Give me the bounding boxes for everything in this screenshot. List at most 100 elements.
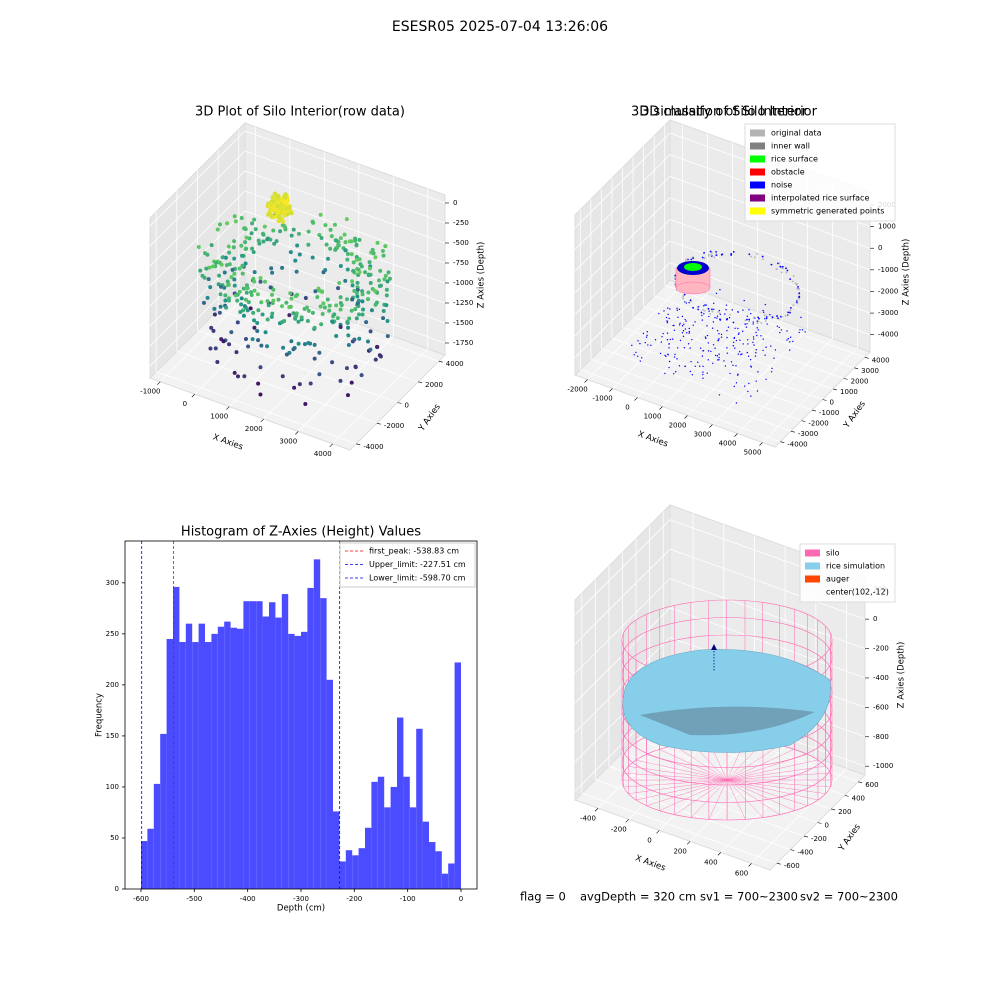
point (229, 330, 234, 335)
x-tick-label: -200 (346, 895, 362, 903)
point (717, 339, 720, 341)
point (294, 269, 299, 274)
silo-spoke (726, 779, 831, 788)
point (319, 235, 324, 240)
point (692, 324, 694, 326)
point (778, 326, 780, 329)
point (637, 355, 639, 357)
bar (237, 628, 244, 889)
bar (205, 642, 212, 889)
point (758, 317, 760, 320)
point (742, 309, 744, 311)
point (251, 250, 256, 255)
silo-spoke (635, 759, 728, 781)
point (232, 256, 237, 261)
grid-line (669, 548, 866, 620)
point (361, 307, 366, 312)
tick-mark (625, 819, 629, 823)
tick-mark (438, 360, 443, 363)
bar (211, 633, 218, 889)
legend-label: rice surface (771, 155, 818, 164)
point (243, 336, 248, 341)
z-tick-label: -500 (453, 239, 469, 247)
point (354, 242, 359, 247)
bar (358, 848, 365, 889)
legend-swatch (750, 207, 765, 215)
point (384, 303, 389, 308)
point (202, 275, 207, 280)
point (344, 217, 349, 222)
point (787, 338, 789, 340)
point (282, 213, 287, 218)
point (750, 395, 752, 397)
point (750, 312, 752, 315)
point (244, 235, 249, 240)
grid-line (669, 578, 866, 649)
point (387, 276, 392, 281)
point (662, 332, 664, 335)
point (726, 336, 728, 339)
point (235, 374, 240, 379)
point (368, 280, 373, 285)
point (234, 350, 239, 355)
point (694, 321, 696, 323)
point (368, 329, 373, 334)
x-tick-label: 400 (704, 858, 717, 866)
silo-spoke (674, 745, 728, 781)
point (306, 340, 311, 345)
point (217, 222, 222, 227)
point (265, 317, 270, 322)
point (702, 365, 704, 368)
point (723, 360, 725, 362)
point (288, 250, 293, 255)
point (375, 240, 380, 245)
y-tick-label: -400 (797, 849, 813, 857)
point (239, 296, 244, 301)
tick-mark (418, 381, 423, 384)
legend: silo rice simulation auger center(102,-12) (799, 543, 896, 603)
point (312, 342, 317, 347)
point (801, 329, 804, 331)
point (714, 316, 716, 319)
tick-mark (295, 431, 299, 435)
point (762, 338, 764, 340)
point (373, 302, 378, 307)
point (747, 343, 749, 345)
tick-mark (817, 822, 822, 824)
point (304, 305, 309, 310)
point (773, 357, 775, 359)
grid-line (149, 130, 246, 227)
point (366, 290, 371, 295)
point (702, 373, 704, 376)
point (691, 338, 693, 341)
tick-mark (790, 430, 795, 433)
point (665, 316, 668, 319)
point (716, 329, 719, 332)
point (673, 356, 676, 358)
tick-mark (759, 442, 763, 446)
point (360, 299, 365, 304)
point (332, 312, 337, 317)
subplot-title: 3D simulation of Silo Interior (631, 105, 818, 120)
point (342, 232, 347, 237)
point (276, 194, 281, 200)
point (766, 323, 768, 325)
bar (198, 623, 205, 889)
point (276, 218, 281, 224)
point (237, 289, 242, 294)
point (798, 295, 801, 298)
grid-line (244, 130, 446, 204)
point (774, 349, 777, 351)
bar (288, 633, 295, 889)
y-tick-label: 600 (865, 781, 878, 789)
point (271, 228, 276, 233)
legend-frame (339, 542, 476, 588)
silo-spoke (708, 779, 728, 820)
point (685, 302, 688, 304)
point (296, 319, 301, 324)
legend-label: Upper_limit: -227.51 cm (369, 560, 466, 569)
point (681, 315, 684, 318)
z-tick-label: -1250 (453, 299, 473, 307)
grid-line (574, 607, 671, 704)
z-tick-label: -4000 (878, 331, 898, 339)
